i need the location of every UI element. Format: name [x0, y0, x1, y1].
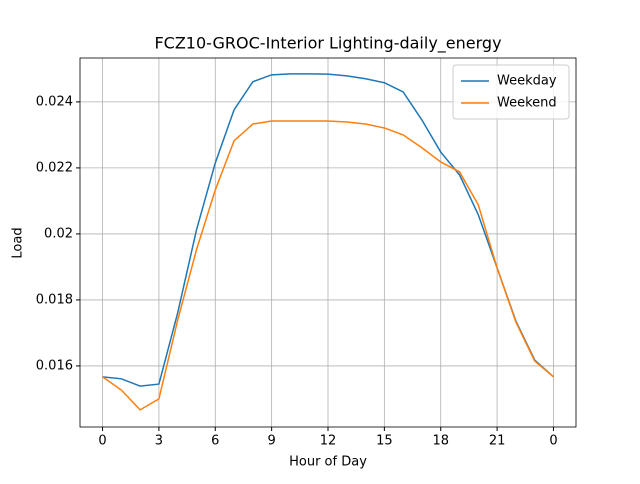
legend-label: Weekend [497, 96, 557, 111]
y-tick-label: 0.018 [36, 292, 73, 307]
y-axis-label: Load [11, 227, 26, 258]
x-tick-label: 3 [155, 434, 163, 449]
x-tick-label: 18 [432, 434, 449, 449]
x-tick-label: 6 [211, 434, 219, 449]
chart-title: FCZ10-GROC-Interior Lighting-daily_energ… [154, 34, 501, 54]
x-tick-label: 9 [267, 434, 275, 449]
y-tick-label: 0.022 [36, 160, 73, 175]
x-axis-label: Hour of Day [289, 455, 367, 470]
line-series [102, 120, 554, 411]
y-tick-label: 0.02 [44, 226, 73, 241]
y-tick-label: 0.024 [36, 94, 73, 109]
x-tick-label: 0 [98, 434, 106, 449]
x-tick-label: 15 [376, 434, 393, 449]
x-tick-label: 12 [320, 434, 337, 449]
plot-frame [79, 57, 577, 428]
x-tick-label: 0 [549, 434, 557, 449]
legend-box [452, 64, 570, 120]
line-series [102, 73, 554, 387]
legend-label: Weekday [497, 74, 557, 89]
x-tick-label: 21 [489, 434, 506, 449]
y-tick-label: 0.016 [36, 358, 73, 373]
